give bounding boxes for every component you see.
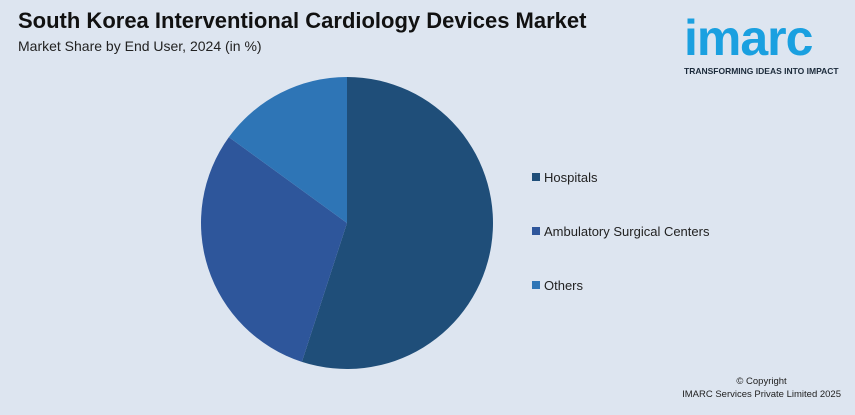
logo-wordmark: imarc bbox=[684, 10, 813, 66]
pie-slice-ambulatory-surgical-centers bbox=[201, 137, 347, 362]
legend-swatch bbox=[532, 227, 540, 235]
legend-swatch bbox=[532, 173, 540, 181]
imarc-logo: imarc TRANSFORMING IDEAS INTO IMPACT bbox=[680, 6, 850, 78]
chart-title: South Korea Interventional Cardiology De… bbox=[18, 8, 587, 33]
legend-item-others: Others bbox=[532, 276, 709, 294]
chart-legend: Hospitals Ambulatory Surgical Centers Ot… bbox=[532, 168, 709, 330]
legend-swatch bbox=[532, 281, 540, 289]
copyright-line: © Copyright bbox=[736, 376, 787, 387]
legend-label: Hospitals bbox=[544, 169, 598, 185]
copyright-company: IMARC Services Private Limited 2025 bbox=[682, 389, 841, 400]
chart-subtitle: Market Share by End User, 2024 (in %) bbox=[18, 38, 262, 54]
pie-slice-hospitals bbox=[301, 77, 494, 369]
legend-item-ambulatory-surgical-centers: Ambulatory Surgical Centers bbox=[532, 222, 709, 240]
pie-slice-others bbox=[228, 77, 347, 223]
copyright-notice: © Copyright IMARC Services Private Limit… bbox=[682, 375, 841, 401]
legend-label: Others bbox=[544, 277, 584, 293]
legend-label: Ambulatory Surgical Centers bbox=[544, 223, 710, 239]
legend-item-hospitals: Hospitals bbox=[532, 168, 709, 186]
logo-tagline: TRANSFORMING IDEAS INTO IMPACT bbox=[684, 66, 839, 76]
